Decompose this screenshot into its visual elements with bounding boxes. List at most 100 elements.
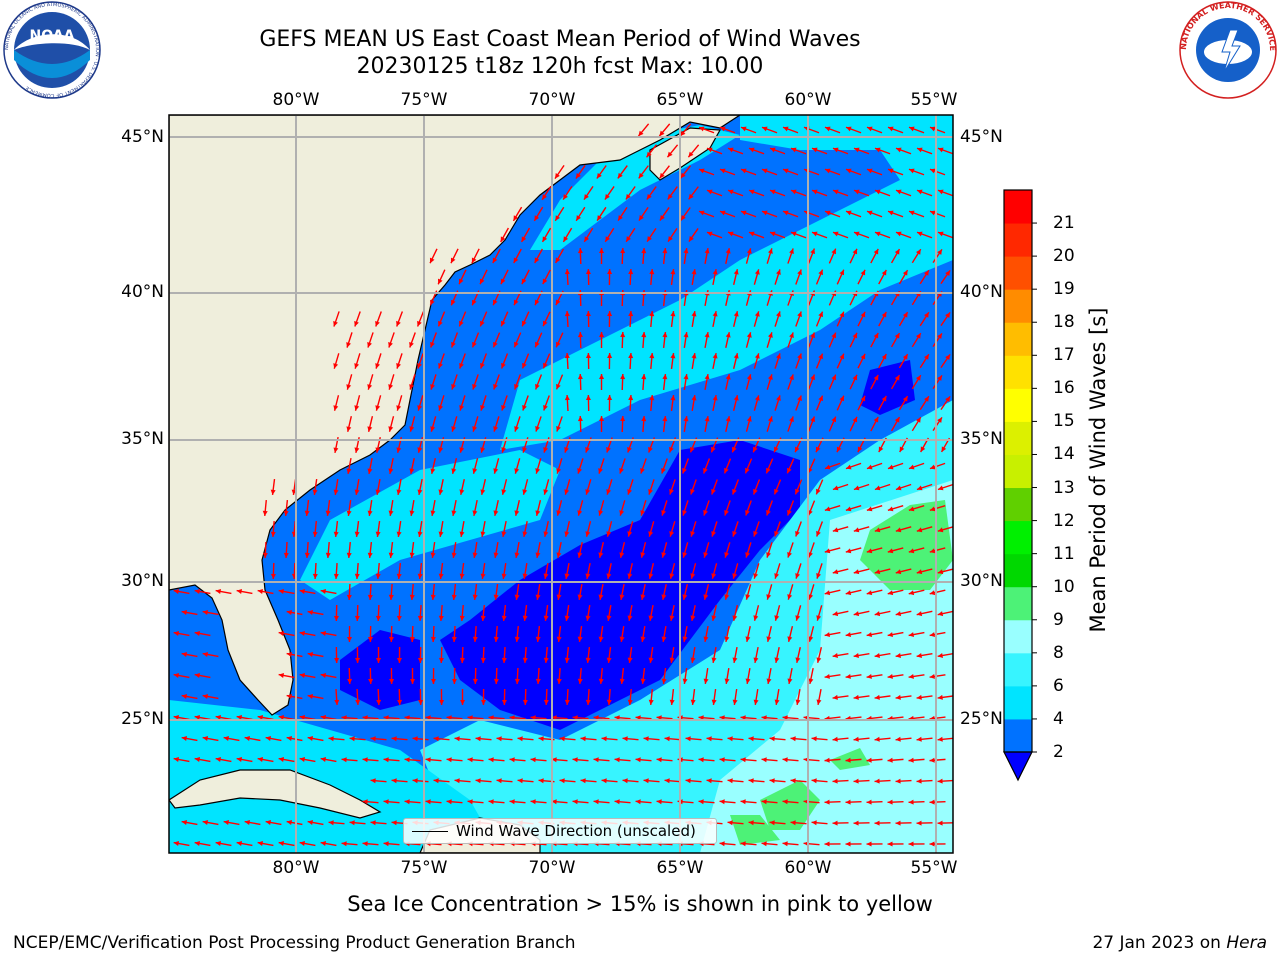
direction-arrow xyxy=(627,563,633,579)
direction-arrow xyxy=(388,625,394,643)
direction-arrow xyxy=(727,189,744,197)
period-zone-below-2 xyxy=(440,440,800,730)
direction-arrow xyxy=(761,757,778,763)
direction-arrow xyxy=(543,521,549,537)
direction-arrow xyxy=(832,568,849,575)
direction-arrow xyxy=(215,715,232,721)
direction-arrow xyxy=(916,568,933,575)
direction-arrow xyxy=(807,332,816,348)
direction-arrow xyxy=(640,584,646,600)
period-zone-9-10-a xyxy=(860,500,953,590)
direction-arrow xyxy=(732,311,739,327)
direction-arrow xyxy=(740,757,757,763)
direction-arrow xyxy=(430,332,437,348)
direction-arrow xyxy=(278,841,295,847)
direction-arrow xyxy=(493,416,500,432)
direction-arrow xyxy=(748,820,765,826)
direction-arrow xyxy=(679,123,692,137)
direction-arrow xyxy=(795,605,802,621)
direction-arrow xyxy=(787,668,793,684)
direction-arrow xyxy=(769,736,786,742)
direction-arrow xyxy=(648,479,655,495)
direction-arrow xyxy=(937,147,953,155)
direction-arrow xyxy=(409,541,415,559)
direction-arrow xyxy=(617,165,628,179)
colorbar-tick-label: 16 xyxy=(1053,378,1075,399)
period-zone-4-6-mid xyxy=(300,450,560,600)
direction-arrow xyxy=(514,667,520,685)
direction-arrow xyxy=(761,715,778,721)
direction-arrow xyxy=(727,231,744,239)
direction-arrow xyxy=(929,504,946,512)
direction-arrow xyxy=(703,542,710,558)
lon-label-bottom: 80°W xyxy=(272,858,320,878)
direction-arrow xyxy=(744,458,753,474)
direction-arrow xyxy=(790,231,807,239)
direction-arrow xyxy=(559,736,576,742)
direction-arrow xyxy=(727,778,744,784)
direction-arrow xyxy=(307,610,324,616)
direction-arrow xyxy=(173,589,190,595)
map-frame xyxy=(168,114,954,854)
direction-arrow xyxy=(795,563,802,579)
direction-arrow xyxy=(236,841,253,847)
colorbar-segment xyxy=(1004,718,1032,753)
direction-arrow xyxy=(908,631,925,638)
direction-arrow xyxy=(929,841,946,847)
direction-arrow xyxy=(719,799,736,805)
direction-arrow xyxy=(433,778,450,784)
direction-arrow xyxy=(911,332,922,348)
direction-arrow xyxy=(410,667,416,685)
direction-arrow xyxy=(278,715,295,721)
direction-arrow xyxy=(501,521,507,537)
direction-arrow xyxy=(832,820,849,826)
direction-arrow xyxy=(194,673,211,679)
direction-arrow xyxy=(937,526,953,533)
direction-arrow xyxy=(895,231,912,239)
colorbar-tick-label: 11 xyxy=(1053,543,1075,564)
direction-arrow xyxy=(521,353,530,369)
direction-arrow xyxy=(832,652,849,658)
direction-arrow xyxy=(520,227,531,243)
lat-label-right: 45°N xyxy=(960,127,1003,147)
direction-arrow xyxy=(430,458,437,474)
direction-arrow xyxy=(451,500,457,516)
direction-arrow xyxy=(870,332,879,348)
direction-arrow xyxy=(362,757,379,763)
direction-arrow xyxy=(412,778,429,784)
direction-arrow xyxy=(451,541,457,559)
direction-arrow xyxy=(265,820,282,826)
direction-arrow xyxy=(580,778,597,784)
lon-label-bottom: 60°W xyxy=(784,858,832,878)
direction-arrow xyxy=(347,667,353,685)
direction-arrow xyxy=(740,799,757,805)
direction-arrow xyxy=(585,646,591,664)
direction-arrow xyxy=(669,646,675,664)
direction-arrow xyxy=(346,374,353,390)
direction-arrow xyxy=(635,715,652,721)
direction-arrow xyxy=(649,310,655,328)
direction-arrow xyxy=(388,374,395,390)
direction-arrow xyxy=(712,353,718,369)
graticule xyxy=(169,115,953,853)
direction-arrow xyxy=(396,604,402,622)
direction-arrow xyxy=(517,736,534,742)
direction-arrow xyxy=(627,605,633,621)
direction-arrow xyxy=(416,311,425,327)
direction-arrow xyxy=(807,416,816,432)
direction-arrow xyxy=(937,231,953,239)
direction-arrow xyxy=(664,778,681,784)
direction-arrow xyxy=(916,483,933,491)
direction-arrow xyxy=(438,646,444,664)
colorbar xyxy=(1003,189,1037,782)
direction-arrow xyxy=(866,168,883,176)
direction-arrow xyxy=(752,479,761,495)
direction-arrow xyxy=(706,736,723,742)
colorbar-tick-label: 15 xyxy=(1053,411,1075,432)
direction-arrow xyxy=(787,584,794,600)
period-zone-9-10-b xyxy=(760,780,820,830)
direction-arrow xyxy=(472,667,478,685)
direction-arrow xyxy=(748,189,765,197)
direction-arrow xyxy=(585,352,591,370)
